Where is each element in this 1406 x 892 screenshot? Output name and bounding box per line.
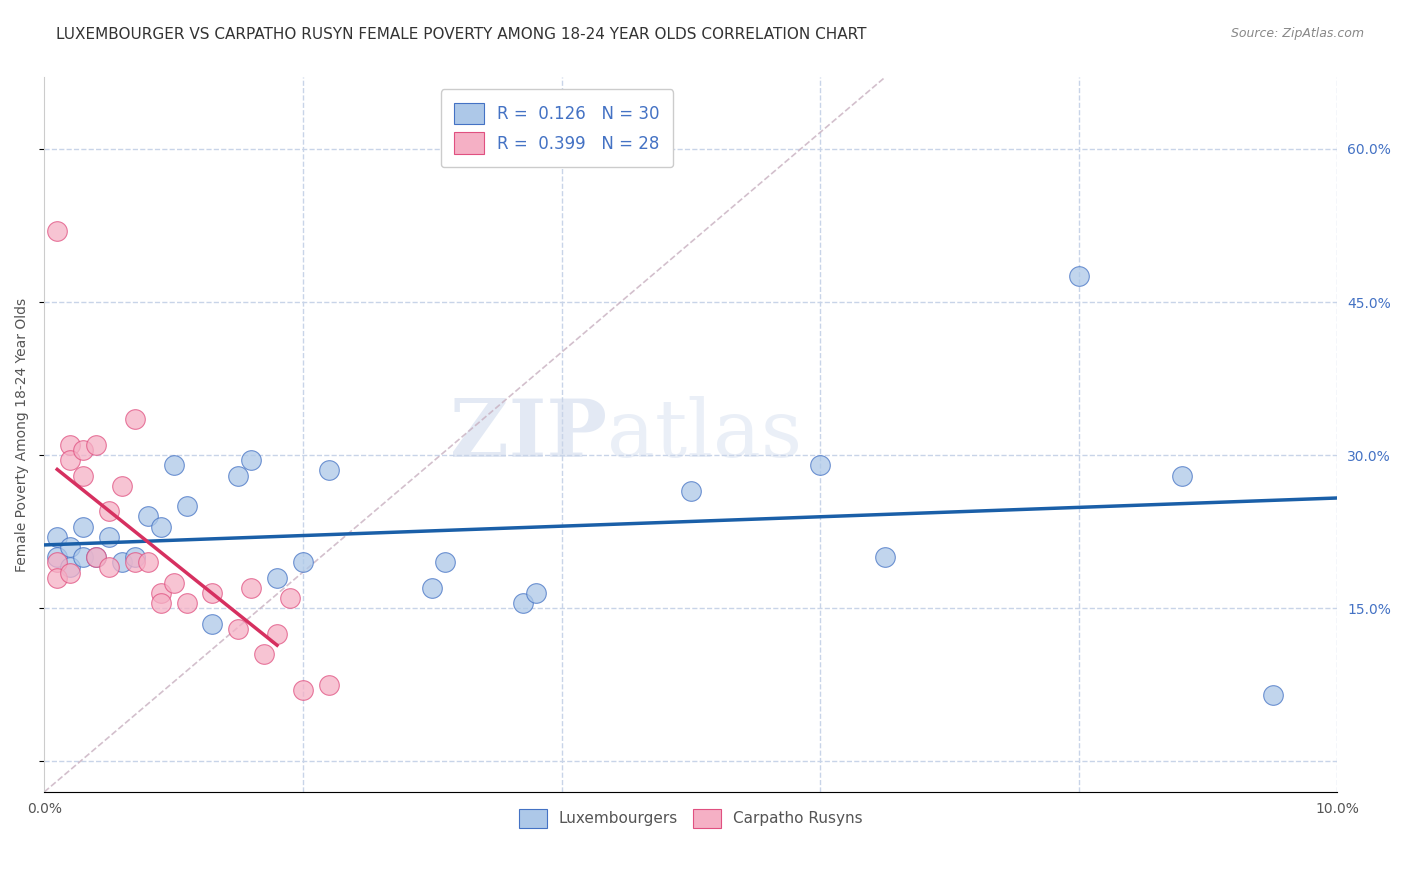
Text: LUXEMBOURGER VS CARPATHO RUSYN FEMALE POVERTY AMONG 18-24 YEAR OLDS CORRELATION : LUXEMBOURGER VS CARPATHO RUSYN FEMALE PO…	[56, 27, 866, 42]
Point	[162, 458, 184, 473]
Point	[111, 555, 134, 569]
Point	[136, 509, 159, 524]
Point	[124, 412, 146, 426]
Point	[873, 550, 896, 565]
Point	[278, 591, 301, 605]
Point	[149, 596, 172, 610]
Legend: Luxembourgers, Carpatho Rusyns: Luxembourgers, Carpatho Rusyns	[513, 803, 869, 834]
Text: atlas: atlas	[607, 396, 801, 474]
Text: Source: ZipAtlas.com: Source: ZipAtlas.com	[1230, 27, 1364, 40]
Point	[97, 530, 120, 544]
Point	[226, 622, 249, 636]
Point	[176, 499, 198, 513]
Point	[240, 453, 263, 467]
Point	[84, 550, 107, 565]
Point	[46, 571, 69, 585]
Point	[97, 504, 120, 518]
Point	[136, 555, 159, 569]
Point	[149, 586, 172, 600]
Point	[59, 566, 82, 580]
Point	[201, 616, 224, 631]
Point	[72, 550, 94, 565]
Point	[1261, 688, 1284, 702]
Point	[46, 555, 69, 569]
Point	[59, 540, 82, 554]
Point	[1067, 269, 1090, 284]
Point	[59, 560, 82, 574]
Point	[253, 647, 276, 661]
Point	[266, 626, 288, 640]
Point	[162, 575, 184, 590]
Point	[291, 682, 314, 697]
Point	[72, 519, 94, 533]
Point	[201, 586, 224, 600]
Point	[176, 596, 198, 610]
Point	[59, 438, 82, 452]
Point	[84, 438, 107, 452]
Point	[679, 483, 702, 498]
Point	[524, 586, 547, 600]
Y-axis label: Female Poverty Among 18-24 Year Olds: Female Poverty Among 18-24 Year Olds	[15, 298, 30, 572]
Point	[434, 555, 457, 569]
Point	[318, 678, 340, 692]
Point	[149, 519, 172, 533]
Point	[46, 550, 69, 565]
Point	[420, 581, 443, 595]
Point	[84, 550, 107, 565]
Point	[291, 555, 314, 569]
Point	[97, 560, 120, 574]
Point	[318, 463, 340, 477]
Point	[512, 596, 534, 610]
Point	[1171, 468, 1194, 483]
Point	[72, 468, 94, 483]
Point	[266, 571, 288, 585]
Text: ZIP: ZIP	[450, 396, 607, 474]
Point	[46, 223, 69, 237]
Point	[226, 468, 249, 483]
Point	[240, 581, 263, 595]
Point	[124, 550, 146, 565]
Point	[111, 479, 134, 493]
Point	[72, 442, 94, 457]
Point	[808, 458, 831, 473]
Point	[124, 555, 146, 569]
Point	[59, 453, 82, 467]
Point	[46, 530, 69, 544]
